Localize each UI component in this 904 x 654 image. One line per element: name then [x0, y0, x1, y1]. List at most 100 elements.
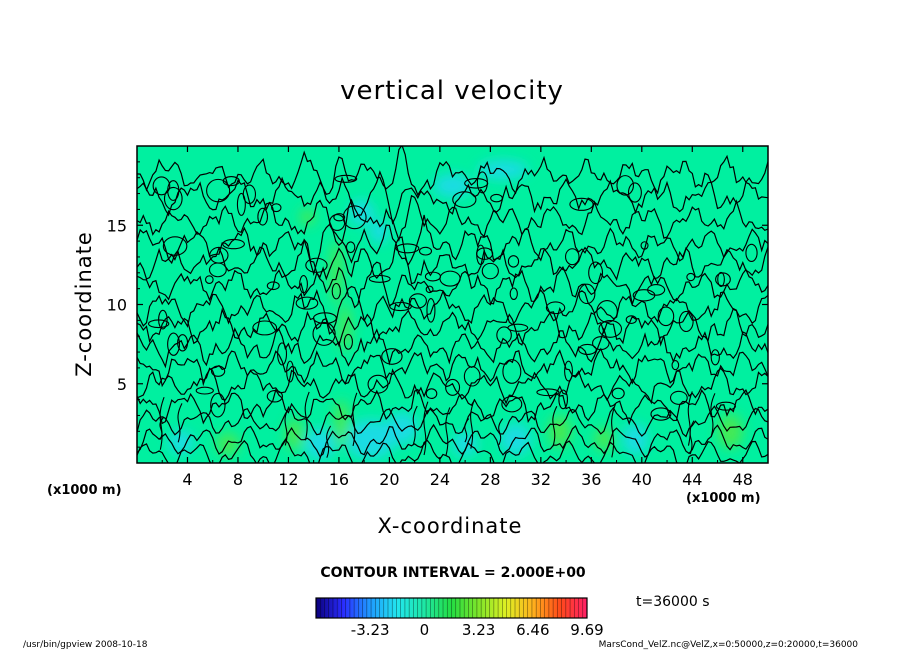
contour-cell — [669, 390, 688, 405]
contour-cell — [236, 192, 246, 216]
footer-right: MarsCond_VelZ.nc@VelZ,x=0:50000,z=0:2000… — [598, 640, 858, 650]
colorbar-tick-label: 3.23 — [462, 621, 495, 639]
y-axis-label: Z-coordinate — [72, 231, 96, 377]
contour-cell — [715, 272, 731, 287]
contour-cell — [717, 271, 725, 287]
updraft-region — [330, 241, 343, 305]
contour-cell — [588, 261, 604, 285]
contour-interval-label: CONTOUR INTERVAL = 2.000E+00 — [320, 565, 586, 581]
colorbar-tick-label: -3.23 — [351, 621, 390, 639]
x-tick-label: 12 — [278, 470, 298, 489]
contour-cell — [452, 191, 477, 208]
chart-title: vertical velocity — [340, 76, 564, 106]
downdraft-region — [499, 423, 532, 456]
contour-line — [159, 396, 165, 450]
contour-line — [137, 236, 768, 285]
contour-cell — [598, 320, 623, 338]
downdraft-region — [386, 412, 418, 444]
contour-cell — [208, 262, 227, 278]
contour-cell — [257, 207, 269, 226]
contour-cell — [222, 238, 245, 250]
contour-line — [137, 347, 768, 388]
contour-cell — [252, 320, 278, 336]
contour-cell — [271, 203, 282, 213]
contour-cell — [312, 321, 336, 346]
x-tick-label: 28 — [480, 470, 500, 489]
contour-line — [464, 418, 470, 443]
contour-cell — [205, 275, 214, 284]
updraft-region — [338, 304, 352, 353]
contour-cell — [408, 293, 427, 309]
x-tick-label: 24 — [430, 470, 450, 489]
contour-cell — [312, 312, 337, 325]
updraft-region — [717, 413, 743, 449]
contour-cell — [342, 205, 367, 230]
contour-cell — [509, 287, 518, 301]
colorbar-tick-label: 6.46 — [516, 621, 549, 639]
updraft-region — [216, 432, 240, 456]
contour-line — [137, 170, 768, 225]
contour-cell — [367, 374, 389, 394]
contour-line — [137, 388, 768, 426]
contour-cell — [152, 176, 171, 196]
x-axis-unit-right: (x1000 m) — [686, 491, 761, 506]
downdraft-region — [452, 432, 478, 456]
contour-cell — [464, 178, 489, 189]
contour-cell — [596, 299, 618, 323]
contour-cell — [627, 182, 642, 203]
contour-line — [137, 423, 768, 458]
contour-cell — [715, 401, 736, 411]
contour-line — [159, 416, 165, 440]
x-tick-label: 16 — [329, 470, 349, 489]
contour-cell — [558, 389, 569, 410]
y-tick-label: 15 — [107, 216, 127, 235]
contour-line — [304, 391, 310, 441]
contour-cell — [578, 343, 597, 356]
contour-line — [352, 392, 358, 447]
contour-cell — [671, 360, 680, 371]
contour-cell — [640, 241, 649, 250]
contour-cell — [476, 244, 486, 266]
updraft-region — [285, 418, 305, 451]
contour-cell — [611, 387, 625, 400]
contour-line — [687, 391, 693, 446]
contour-cell — [481, 262, 499, 280]
x-tick-label: 32 — [531, 470, 551, 489]
contour-cell — [616, 175, 634, 196]
contour-line — [137, 194, 768, 247]
updraft-region — [299, 209, 315, 226]
downdraft-region — [369, 219, 389, 244]
contour-cell — [299, 274, 308, 294]
contour-line — [611, 403, 617, 458]
y-tick-label: 5 — [117, 375, 127, 394]
contour-cell — [578, 283, 596, 305]
contour-cell — [507, 255, 520, 268]
contour-cell — [395, 243, 420, 254]
contour-cell — [592, 336, 610, 351]
contour-cell — [295, 296, 319, 310]
contour-cell — [222, 176, 240, 187]
contour-line — [498, 418, 504, 446]
x-tick-label: 20 — [379, 470, 399, 489]
contour-cell — [686, 272, 696, 282]
contour-cell — [501, 395, 523, 413]
colorbar-tick-label: 9.69 — [570, 621, 603, 639]
contour-cell — [426, 297, 436, 323]
contour-cell — [536, 388, 560, 397]
colorbar-frame — [315, 597, 588, 619]
contour-cell — [650, 407, 672, 421]
contour-cell — [345, 241, 356, 254]
contour-cell — [625, 315, 637, 324]
contour-cell — [569, 197, 594, 211]
contour-line — [137, 214, 768, 277]
contour-line — [445, 407, 451, 456]
contour-cell — [305, 257, 328, 273]
contour-cell — [266, 281, 280, 291]
contour-cell — [425, 285, 434, 294]
contour-line — [137, 405, 768, 438]
contour-line — [552, 406, 558, 447]
x-tick-label: 40 — [632, 470, 652, 489]
contour-cell — [564, 248, 580, 266]
contour-line — [137, 307, 768, 348]
